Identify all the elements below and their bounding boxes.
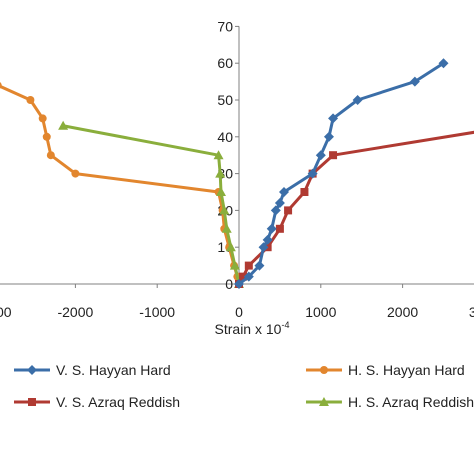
data-point xyxy=(409,76,420,87)
data-point xyxy=(215,168,226,178)
series-3 xyxy=(58,120,244,288)
chart-series xyxy=(0,58,474,289)
data-point xyxy=(216,187,227,196)
legend-label: H. S. Azraq Reddish xyxy=(347,394,474,410)
data-point xyxy=(307,168,318,179)
legend-label: V. S. Hayyan Hard xyxy=(56,362,171,378)
series-0 xyxy=(234,58,449,289)
data-point xyxy=(46,151,55,160)
chart-axes: 10203040506070-3000-2000-100001000200030… xyxy=(0,18,474,320)
data-point xyxy=(244,261,253,270)
x-tick-label: -3000 xyxy=(0,304,12,320)
x-axis-label-exponent: -4 xyxy=(281,320,289,330)
data-point xyxy=(262,234,273,245)
data-point xyxy=(300,188,309,196)
data-point xyxy=(438,58,449,69)
y-tick-label: 0 xyxy=(225,276,233,292)
x-tick-label: -2000 xyxy=(57,304,93,320)
series-line xyxy=(238,61,445,286)
series-1 xyxy=(235,130,474,288)
data-point xyxy=(329,151,338,160)
series-line xyxy=(0,84,241,285)
legend-swatch xyxy=(14,398,50,406)
legend-item: V. S. Hayyan Hard xyxy=(14,362,234,378)
x-tick-label: 3000 xyxy=(469,304,474,320)
x-tick-label: 1000 xyxy=(305,304,336,320)
data-point xyxy=(274,198,285,209)
legend-swatch xyxy=(14,365,50,375)
y-tick-label: 40 xyxy=(217,129,233,145)
x-axis-label-text: Strain x 10 xyxy=(215,321,282,337)
x-tick-label: 2000 xyxy=(387,304,418,320)
data-point xyxy=(213,150,224,160)
legend-swatch xyxy=(306,397,342,406)
data-point xyxy=(243,271,254,282)
y-tick-label: 60 xyxy=(217,55,233,71)
series-line xyxy=(237,130,474,285)
data-point xyxy=(38,114,47,123)
data-point xyxy=(266,223,277,234)
series-line xyxy=(62,124,241,285)
data-point xyxy=(270,205,281,216)
data-point xyxy=(58,120,69,130)
x-axis-label: Strain x 10-4 xyxy=(215,320,290,337)
y-tick-label: 50 xyxy=(217,92,233,108)
data-point xyxy=(254,260,265,271)
data-point xyxy=(278,187,289,197)
data-point xyxy=(0,82,2,89)
data-point xyxy=(229,260,240,270)
data-point xyxy=(221,223,232,233)
data-point xyxy=(225,242,236,252)
legend-label: V. S. Azraq Reddish xyxy=(56,394,181,410)
legend-swatch xyxy=(306,366,342,374)
data-point xyxy=(352,95,363,105)
data-point xyxy=(284,206,293,215)
data-point xyxy=(26,96,35,104)
series-2 xyxy=(0,82,243,288)
data-point xyxy=(323,131,334,142)
data-point xyxy=(328,113,339,124)
legend-label: H. S. Hayyan Hard xyxy=(348,362,465,378)
data-point xyxy=(42,132,51,141)
x-tick-label: 0 xyxy=(235,304,243,320)
data-point xyxy=(315,150,326,161)
data-point xyxy=(234,279,244,289)
x-tick-label: -1000 xyxy=(139,304,175,320)
data-point xyxy=(219,205,230,215)
legend-item: V. S. Azraq Reddish xyxy=(14,394,234,410)
data-point xyxy=(239,272,248,281)
data-point xyxy=(71,169,80,178)
legend-item: H. S. Azraq Reddish xyxy=(306,394,474,410)
legend-item: H. S. Hayyan Hard xyxy=(306,362,474,378)
y-tick-label: 70 xyxy=(217,18,233,34)
data-point xyxy=(275,224,284,233)
data-point xyxy=(258,242,269,253)
